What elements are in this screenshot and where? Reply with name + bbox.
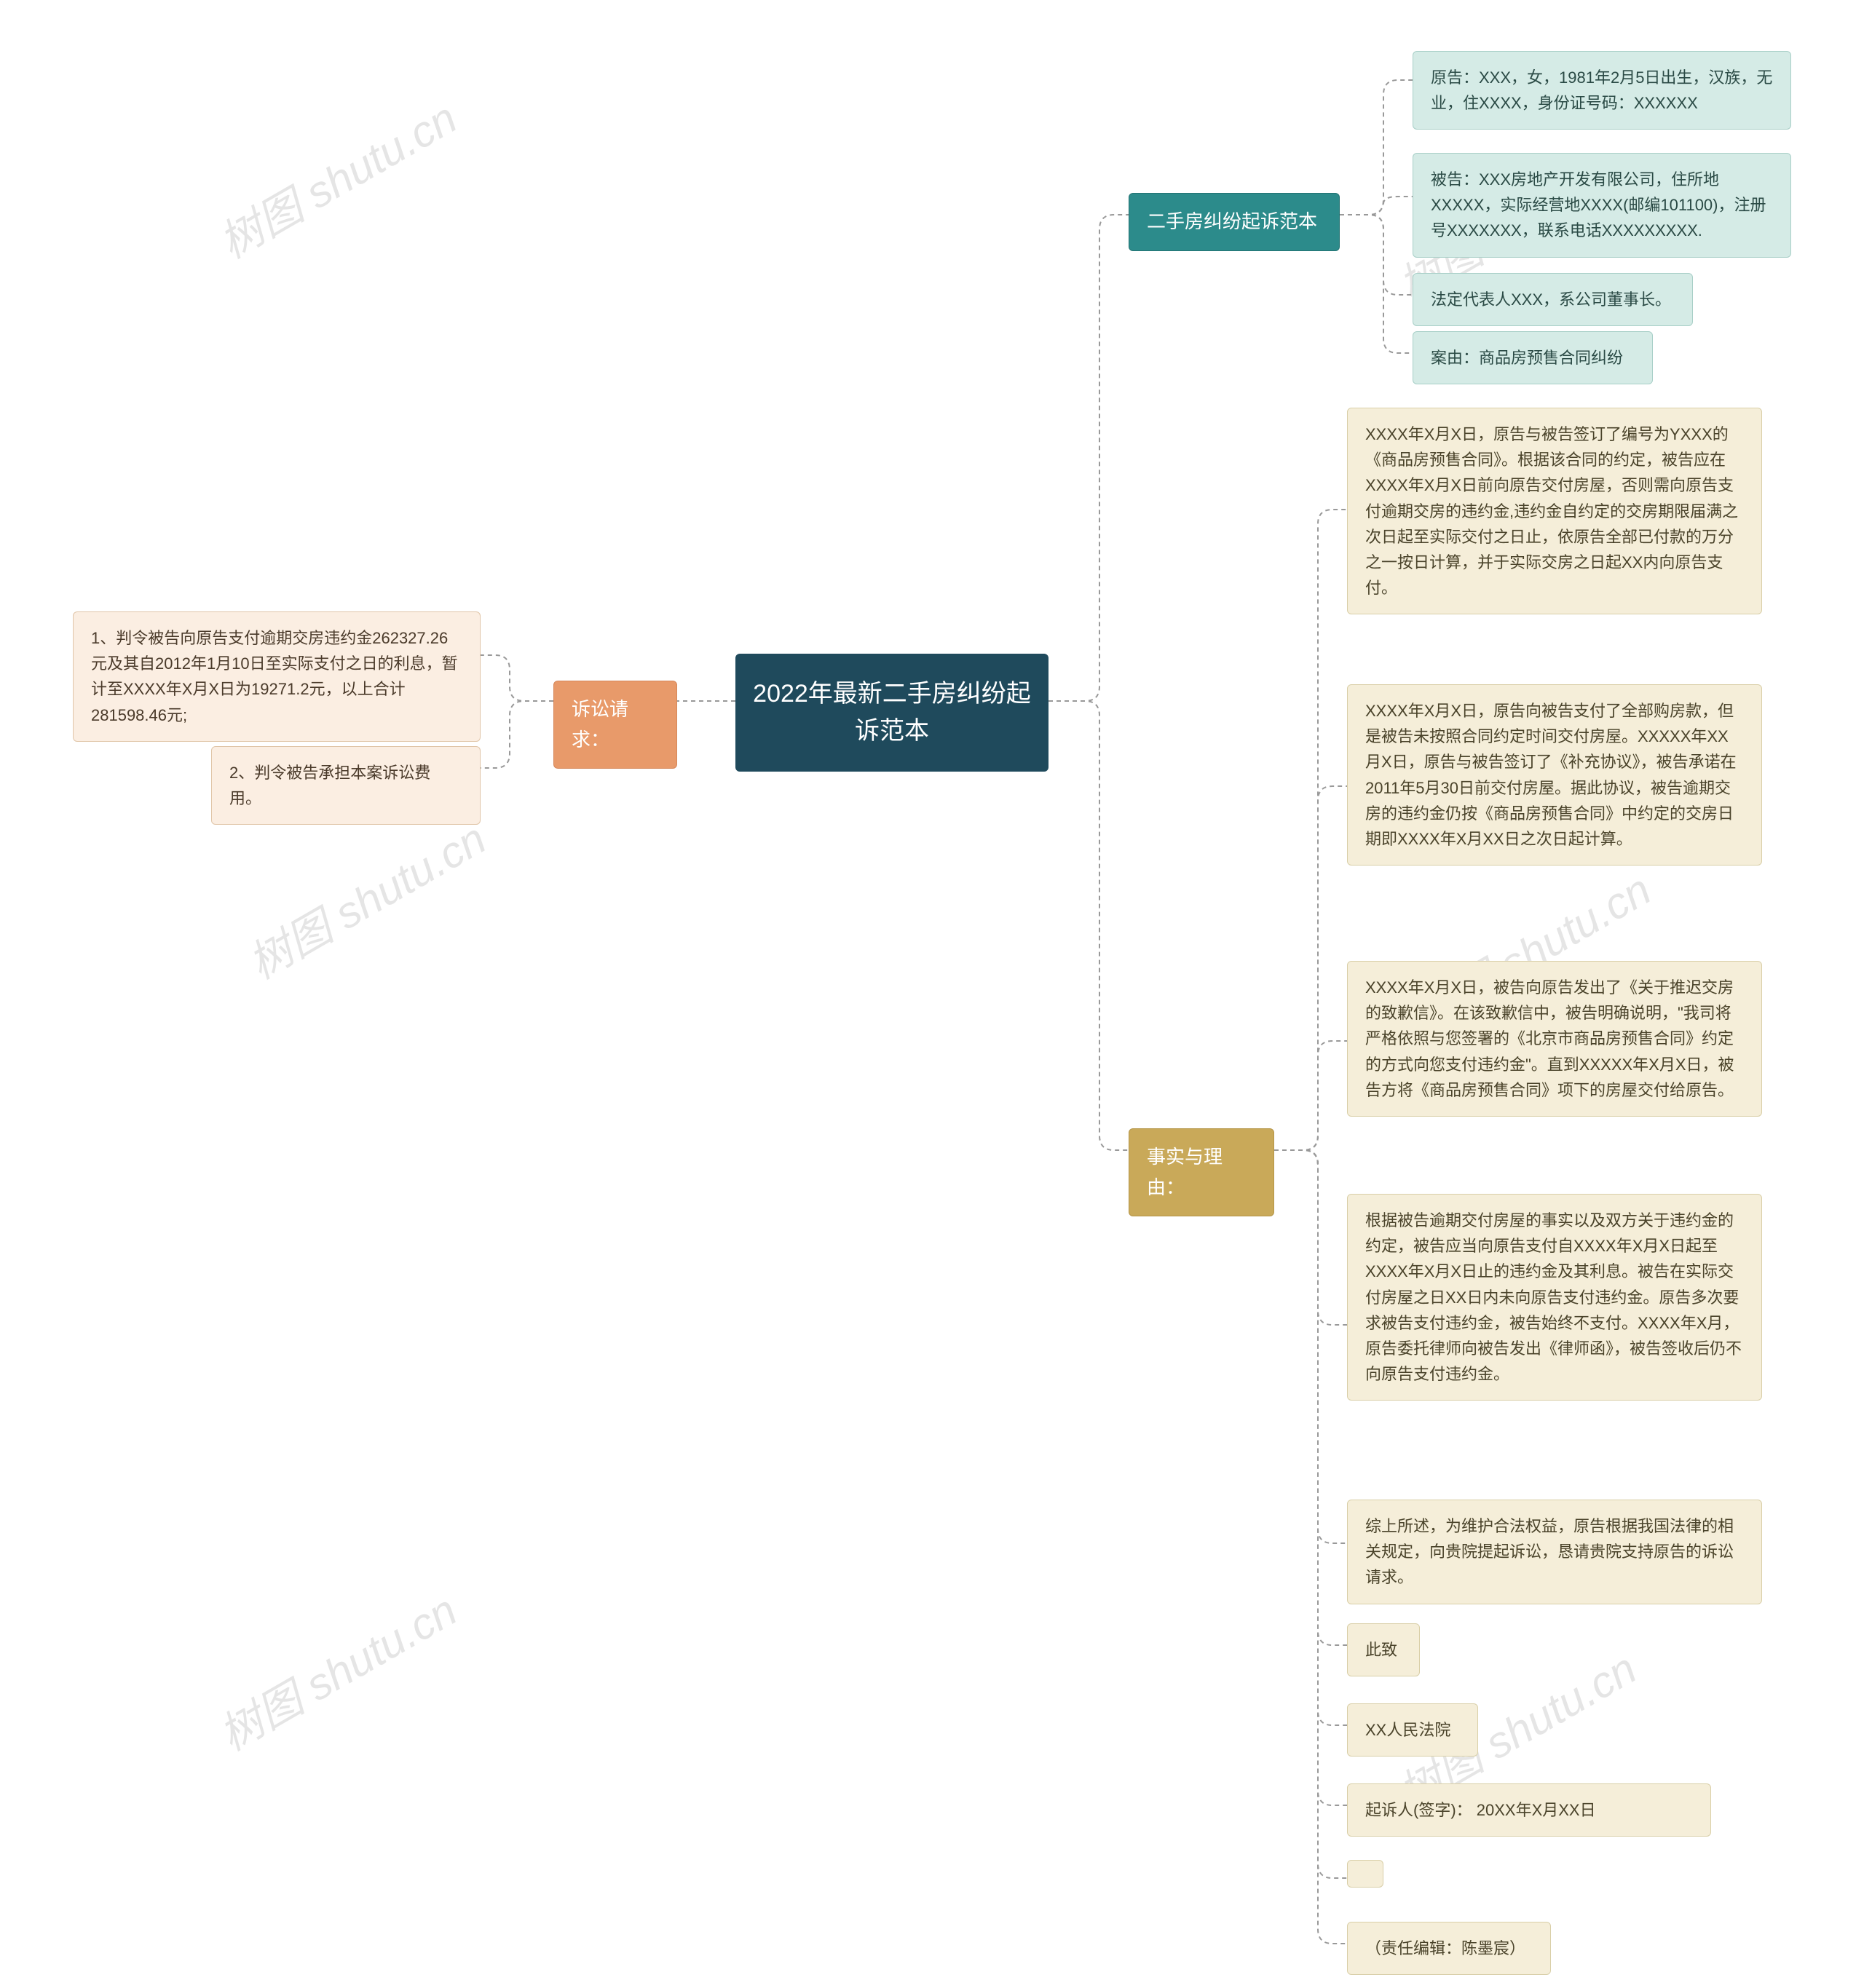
leaf-facts-9[interactable] xyxy=(1347,1860,1383,1888)
leaf-template-1[interactable]: 原告：XXX，女，1981年2月5日出生，汉族，无业，住XXXX，身份证号码：X… xyxy=(1413,51,1791,130)
branch-litigation[interactable]: 诉讼请求： xyxy=(553,681,677,769)
root-node[interactable]: 2022年最新二手房纠纷起诉范本 xyxy=(735,654,1048,772)
leaf-litigation-1[interactable]: 1、判令被告向原告支付逾期交房违约金262327.26元及其自2012年1月10… xyxy=(73,611,481,742)
leaf-facts-3[interactable]: XXXX年X月X日，被告向原告发出了《关于推迟交房的致歉信》。在该致歉信中，被告… xyxy=(1347,961,1762,1117)
leaf-facts-2[interactable]: XXXX年X月X日，原告向被告支付了全部购房款，但是被告未按照合同约定时间交付房… xyxy=(1347,684,1762,866)
leaf-facts-8[interactable]: 起诉人(签字)： 20XX年X月XX日 xyxy=(1347,1783,1711,1837)
leaf-template-3[interactable]: 法定代表人XXX，系公司董事长。 xyxy=(1413,273,1693,326)
leaf-template-2[interactable]: 被告：XXX房地产开发有限公司，住所地XXXXX，实际经营地XXXX(邮编101… xyxy=(1413,153,1791,258)
branch-template[interactable]: 二手房纠纷起诉范本 xyxy=(1129,193,1340,251)
leaf-litigation-2[interactable]: 2、判令被告承担本案诉讼费用。 xyxy=(211,746,481,825)
branch-facts[interactable]: 事实与理由： xyxy=(1129,1128,1274,1216)
leaf-facts-5[interactable]: 综上所述，为维护合法权益，原告根据我国法律的相关规定，向贵院提起诉讼，恳请贵院支… xyxy=(1347,1500,1762,1604)
leaf-facts-7[interactable]: XX人民法院 xyxy=(1347,1703,1478,1757)
leaf-facts-1[interactable]: XXXX年X月X日，原告与被告签订了编号为YXXX的《商品房预售合同》。根据该合… xyxy=(1347,408,1762,614)
watermark: 树图 shutu.cn xyxy=(206,1576,467,1763)
leaf-template-4[interactable]: 案由：商品房预售合同纠纷 xyxy=(1413,331,1653,384)
watermark: 树图 shutu.cn xyxy=(206,84,467,271)
leaf-facts-4[interactable]: 根据被告逾期交付房屋的事实以及双方关于违约金的约定，被告应当向原告支付自XXXX… xyxy=(1347,1194,1762,1401)
watermark: 树图 shutu.cn xyxy=(235,804,496,991)
leaf-facts-10[interactable]: （责任编辑：陈墨宸） xyxy=(1347,1922,1551,1975)
leaf-facts-6[interactable]: 此致 xyxy=(1347,1623,1420,1676)
